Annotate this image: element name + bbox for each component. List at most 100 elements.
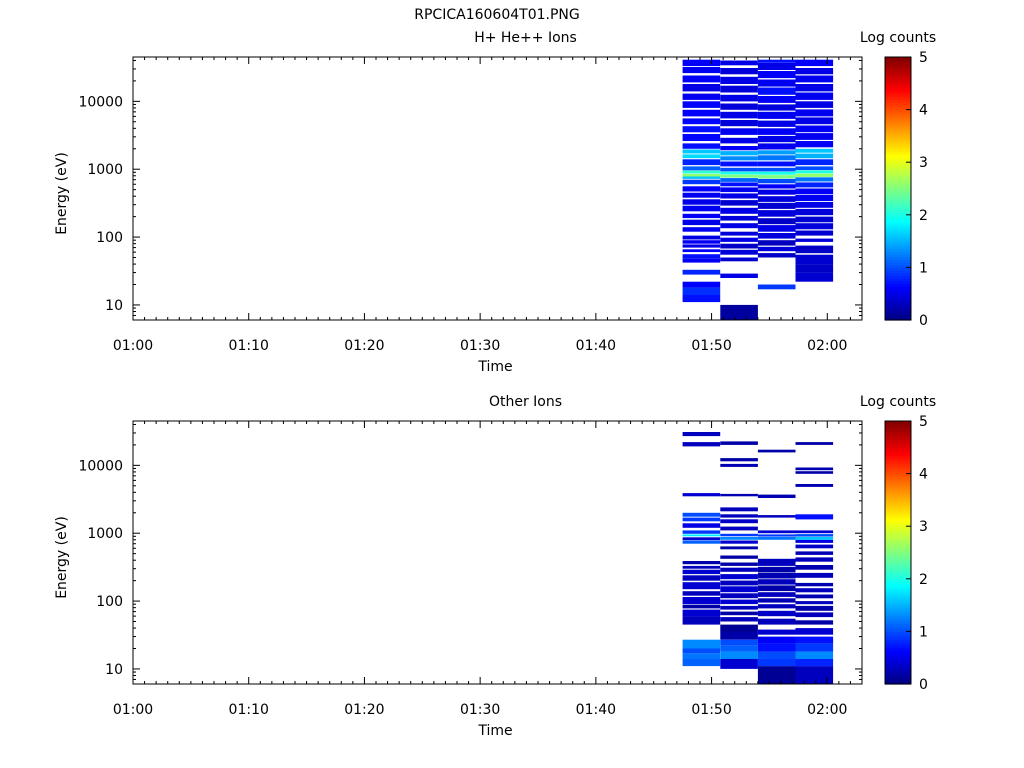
colorbar-segment xyxy=(885,421,911,425)
heatmap-cell xyxy=(720,659,758,669)
colorbar-segment xyxy=(885,628,911,632)
heatmap-cell xyxy=(720,215,758,221)
heatmap-cell xyxy=(720,605,758,610)
colorbar-segment xyxy=(885,591,911,596)
colorbar-segment xyxy=(885,196,911,200)
heatmap-cell xyxy=(720,151,758,156)
colorbar-segment xyxy=(885,275,911,279)
heatmap-cell xyxy=(795,84,834,92)
colorbar-tick-label: 3 xyxy=(919,155,928,171)
heatmap-cell xyxy=(682,432,721,437)
colorbar-segment xyxy=(885,599,911,604)
colorbar-segment xyxy=(885,83,911,87)
heatmap-cell xyxy=(682,537,721,541)
heatmap-cell xyxy=(720,645,758,652)
heatmap-cell xyxy=(682,269,721,275)
heatmap-cell xyxy=(757,171,796,175)
colorbar-segment xyxy=(885,510,911,514)
colorbar-segment xyxy=(885,85,911,90)
heatmap-cell xyxy=(795,628,834,635)
heatmap-cell xyxy=(720,514,758,518)
colorbar-segment xyxy=(885,120,911,124)
plot-frame xyxy=(132,420,863,685)
colorbar-segment xyxy=(885,460,911,464)
colorbar-segment xyxy=(885,523,911,527)
colorbar-segment xyxy=(885,568,911,572)
colorbar-segment xyxy=(885,101,911,105)
heatmap-cell xyxy=(795,636,834,644)
colorbar-segment xyxy=(885,193,911,197)
heatmap-cell xyxy=(795,201,834,208)
heatmap-cell xyxy=(682,213,721,219)
colorbar-segment xyxy=(885,170,911,174)
heatmap-cell xyxy=(682,565,721,569)
heatmap-cell xyxy=(682,517,721,522)
x-tick-label: 02:00 xyxy=(807,702,847,718)
heatmap-cell xyxy=(682,84,721,92)
heatmap-cell xyxy=(795,582,834,587)
heatmap-cell xyxy=(757,225,796,232)
heatmap-cell xyxy=(795,666,834,684)
heatmap-cell xyxy=(682,199,721,205)
heatmap-cell xyxy=(720,94,758,102)
colorbar-segment xyxy=(885,528,911,533)
colorbar-segment xyxy=(885,149,911,153)
colorbar-segment xyxy=(885,423,911,427)
heatmap-cell xyxy=(720,76,758,84)
colorbar-segment xyxy=(885,191,911,195)
colorbar-label: Log counts xyxy=(860,30,936,46)
heatmap-cell xyxy=(757,636,796,644)
colorbar-segment xyxy=(885,665,911,669)
heatmap-cell xyxy=(757,150,796,155)
colorbar-segment xyxy=(885,594,911,598)
heatmap-cell xyxy=(720,200,758,206)
colorbar-segment xyxy=(885,264,911,268)
colorbar-segment xyxy=(885,122,911,126)
heatmap-cell xyxy=(757,558,796,566)
heatmap-cell xyxy=(757,218,796,225)
colorbar-segment xyxy=(885,277,911,282)
heatmap-cell xyxy=(682,67,721,74)
heatmap-cell xyxy=(682,609,721,617)
heatmap-cell xyxy=(682,159,721,166)
heatmap-cell xyxy=(682,240,721,244)
heatmap-cell xyxy=(757,111,796,119)
colorbar-segment xyxy=(885,573,911,577)
colorbar-segment xyxy=(885,481,911,485)
heatmap-cell xyxy=(682,616,721,625)
colorbar-segment xyxy=(885,426,911,430)
heatmap-cell xyxy=(682,93,721,100)
colorbar-segment xyxy=(885,172,911,176)
x-tick-label: 01:40 xyxy=(576,702,616,718)
colorbar-segment xyxy=(885,112,911,116)
colorbar-segment xyxy=(885,280,911,284)
heatmap-cell xyxy=(682,109,721,117)
colorbar-segment xyxy=(885,586,911,590)
heatmap-cell xyxy=(720,68,758,75)
colorbar-segment xyxy=(885,557,911,561)
colorbar-segment xyxy=(885,615,911,619)
colorbar-segment xyxy=(885,225,911,229)
colorbar-segment xyxy=(885,241,911,245)
heatmap-cell xyxy=(757,79,796,87)
x-tick-label: 01:30 xyxy=(460,338,500,354)
heatmap-cell xyxy=(682,227,721,232)
heatmap-cell xyxy=(720,567,758,572)
heatmap-cell xyxy=(682,534,721,537)
colorbar-segment xyxy=(885,314,911,318)
heatmap-cell xyxy=(757,579,796,585)
heatmap-cell xyxy=(757,566,796,573)
heatmap-cell xyxy=(757,196,796,202)
y-axis-label: Energy (eV) xyxy=(54,152,70,235)
heatmap-cell xyxy=(720,161,758,167)
colorbar-segment xyxy=(885,539,911,543)
heatmap-cell xyxy=(795,534,834,537)
heatmap-cell xyxy=(757,175,796,179)
colorbar-segment xyxy=(885,291,911,295)
x-tick-label: 02:00 xyxy=(807,338,847,354)
heatmap-cell xyxy=(795,75,834,83)
heatmap-cell xyxy=(720,167,758,172)
heatmap-cell xyxy=(795,605,834,611)
heatmap-cell xyxy=(682,540,721,544)
colorbar-segment xyxy=(885,636,911,640)
